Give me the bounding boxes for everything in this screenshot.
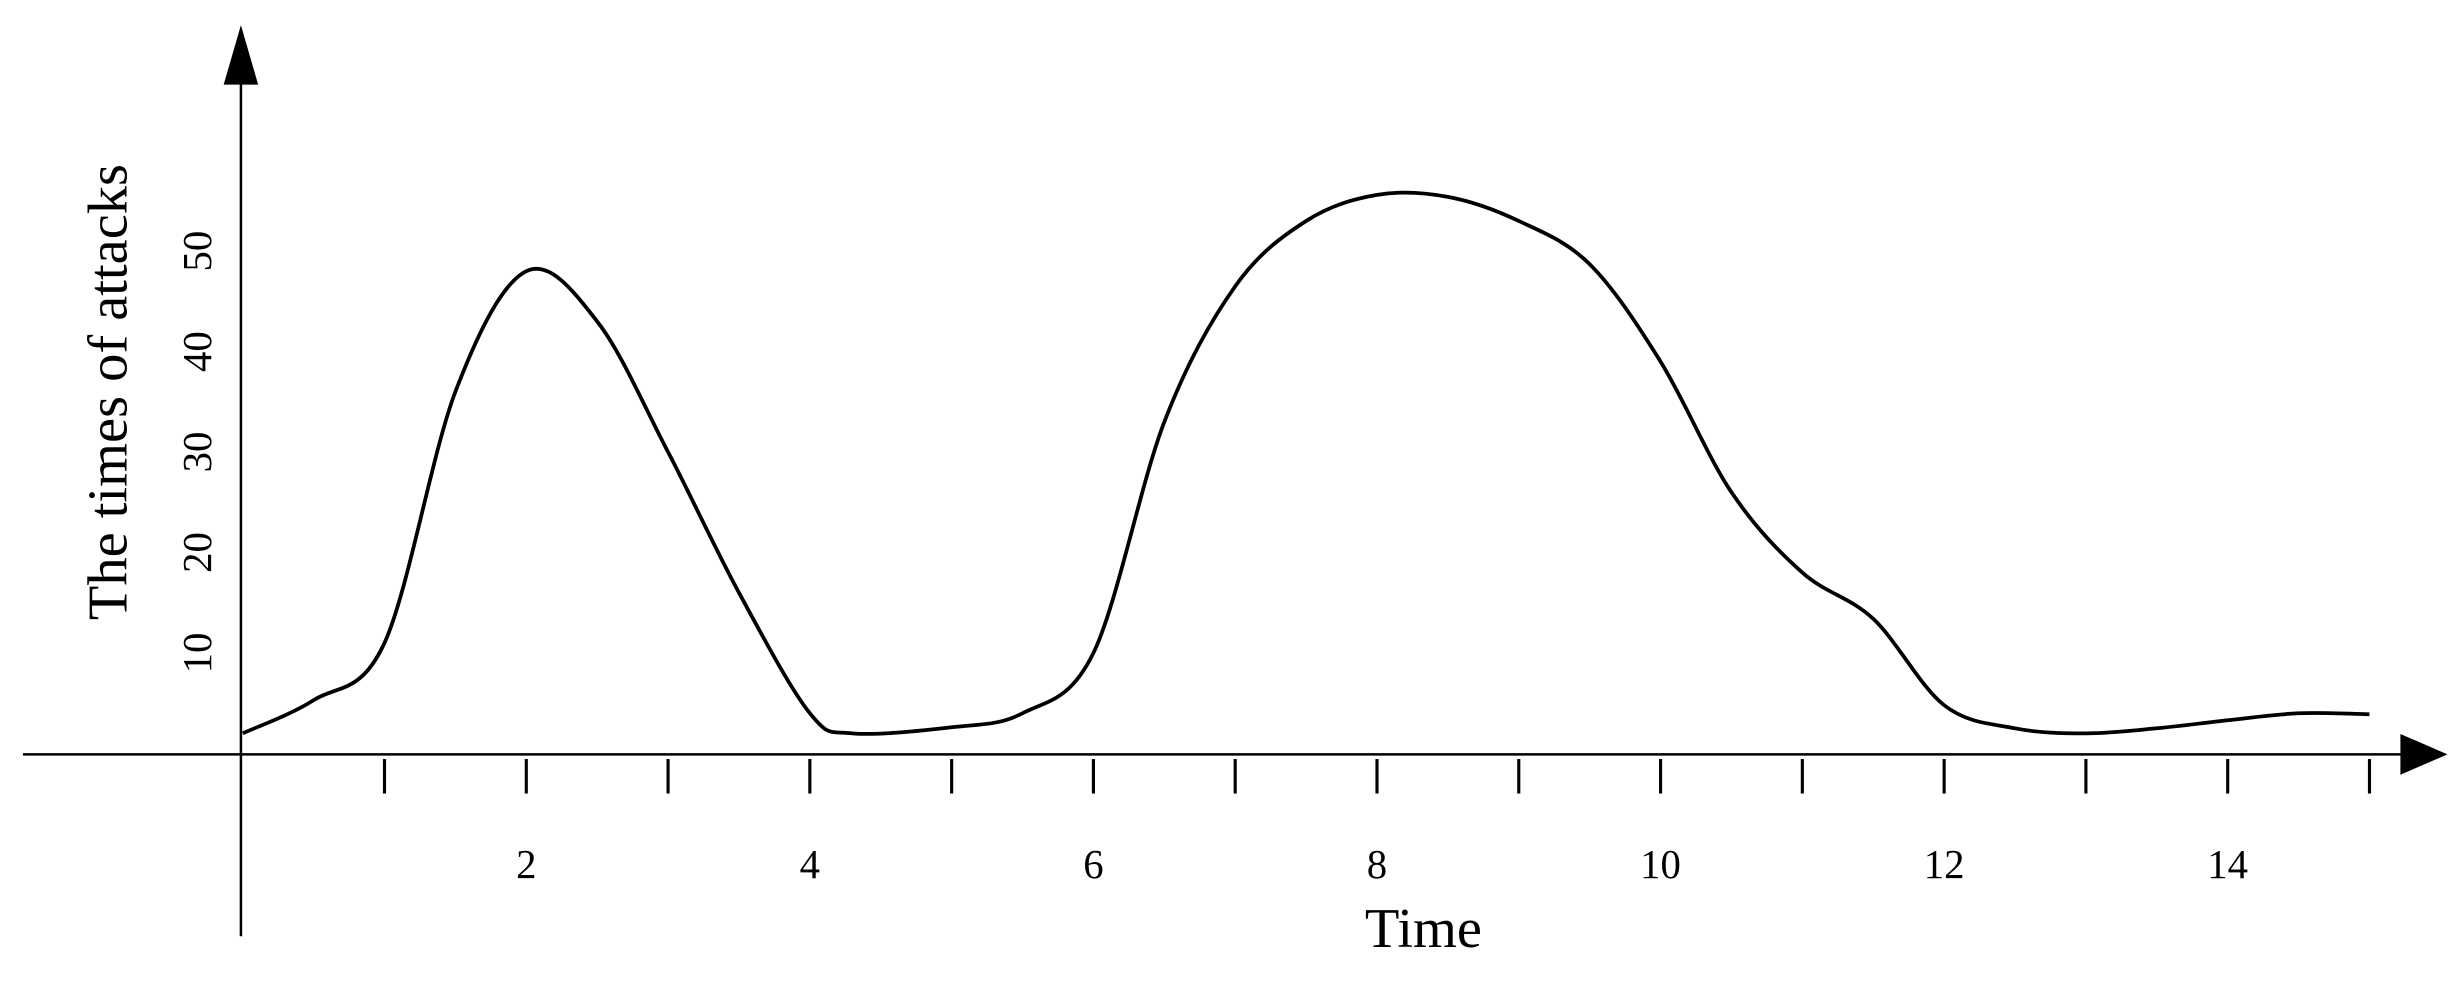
x-tick-label: 12 xyxy=(1924,842,1965,887)
x-tick-label: 2 xyxy=(516,842,536,887)
x-tick-label: 8 xyxy=(1367,842,1387,887)
y-tick-label: 10 xyxy=(175,633,220,674)
y-tick-label: 30 xyxy=(175,432,220,473)
x-tick-label: 14 xyxy=(2207,842,2248,887)
x-axis-arrow xyxy=(2400,733,2448,775)
y-axis-arrow xyxy=(223,25,259,85)
y-tick-label: 20 xyxy=(175,532,220,573)
y-tick-label: 40 xyxy=(175,331,220,372)
y-axis-title: The times of attacks xyxy=(77,164,139,620)
line-series xyxy=(241,190,2370,736)
y-tick-label: 50 xyxy=(175,231,220,272)
x-tick-label: 4 xyxy=(800,842,820,887)
x-tick-label: 10 xyxy=(1640,842,1681,887)
x-axis-title: Time xyxy=(1365,898,1482,960)
x-tick-label: 6 xyxy=(1083,842,1103,887)
